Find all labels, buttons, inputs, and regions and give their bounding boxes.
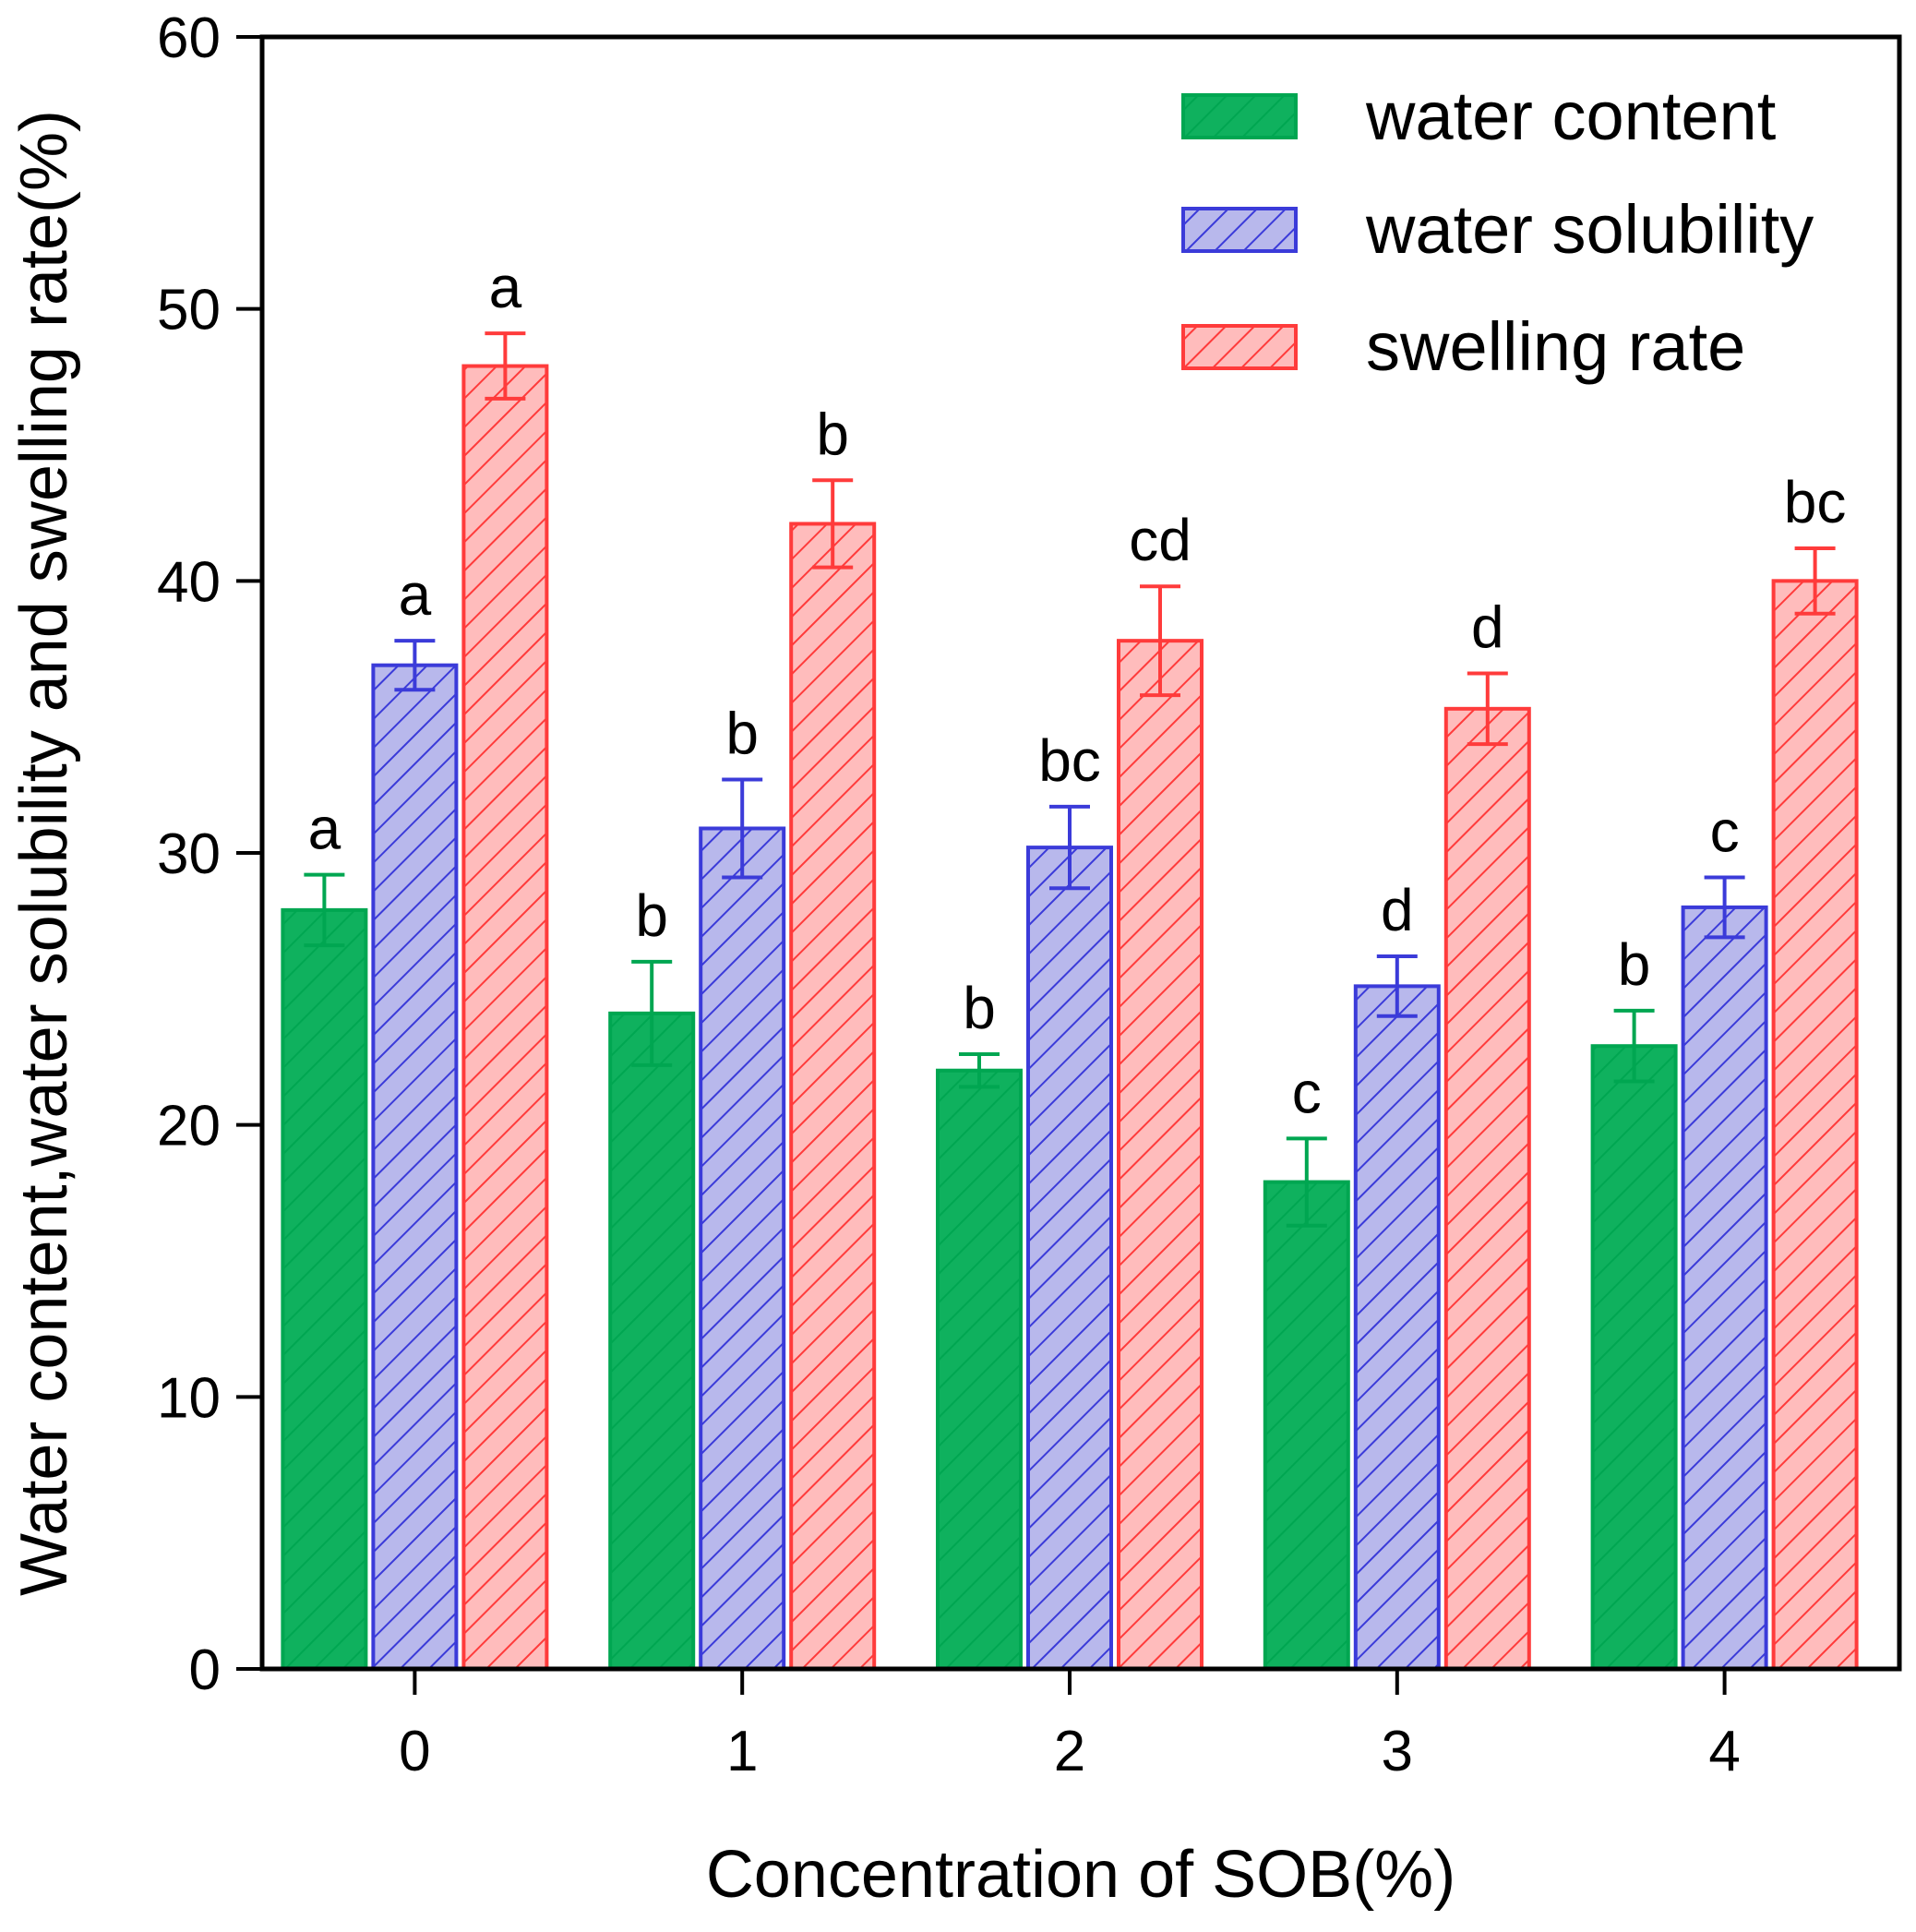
bar-swelling-rate-3: [1443, 706, 1531, 1671]
error-bar-water-solubility-1: [722, 777, 763, 880]
significance-label: a: [308, 796, 341, 862]
y-axis-title: Water content,water solubility and swell…: [7, 110, 81, 1596]
error-bar-swelling-rate-3: [1467, 671, 1508, 747]
y-tick-label: 10: [157, 1366, 221, 1430]
error-bar-water-solubility-4: [1704, 875, 1745, 940]
x-tick-label: 0: [399, 1720, 430, 1783]
legend-label: water solubility: [1365, 191, 1814, 268]
bar-water-content-3: [1263, 1180, 1350, 1671]
y-tick-label: 40: [157, 550, 221, 614]
significance-label: d: [1381, 877, 1414, 943]
error-bar-water-content-1: [631, 959, 673, 1067]
bar-water-content-2: [936, 1068, 1023, 1671]
bar-swelling-rate-1: [789, 522, 877, 1671]
error-bar-water-content-4: [1613, 1008, 1655, 1084]
error-bar-water-content-3: [1286, 1136, 1327, 1228]
error-bar-water-content-0: [304, 872, 345, 948]
significance-label: b: [1618, 931, 1651, 998]
legend-item-swelling-rate: swelling rate: [1181, 308, 1745, 385]
bar-water-solubility-3: [1353, 984, 1441, 1672]
bar-water-solubility-1: [699, 826, 786, 1671]
significance-label: b: [816, 401, 849, 467]
y-tick-label: 20: [157, 1095, 221, 1158]
significance-label: bc: [1038, 727, 1101, 794]
x-tick-label: 1: [726, 1720, 758, 1783]
significance-label: cd: [1129, 507, 1192, 573]
legend-swatch: [1181, 324, 1298, 370]
error-bar-swelling-rate-2: [1140, 584, 1180, 698]
significance-label: b: [963, 975, 996, 1041]
bar-swelling-rate-2: [1117, 639, 1203, 1671]
significance-label: b: [725, 700, 759, 766]
legend-item-water-content: water content: [1181, 78, 1777, 154]
significance-label: b: [635, 882, 668, 949]
significance-label: bc: [1784, 469, 1847, 535]
y-tick-label: 30: [157, 822, 221, 886]
bar-swelling-rate-4: [1771, 579, 1859, 1671]
legend-label: swelling rate: [1366, 308, 1745, 385]
bar-water-content-0: [281, 907, 368, 1671]
bar-water-solubility-2: [1026, 846, 1113, 1671]
significance-label: a: [489, 254, 522, 320]
x-tick-label: 4: [1708, 1720, 1740, 1783]
y-tick-label: 0: [189, 1638, 221, 1702]
y-tick-label: 60: [157, 6, 221, 70]
legend-item-water-solubility: water solubility: [1181, 191, 1814, 268]
legend-swatch: [1181, 207, 1298, 253]
error-bar-water-content-2: [959, 1052, 1000, 1089]
error-bar-swelling-rate-1: [812, 478, 854, 570]
error-bar-swelling-rate-4: [1794, 546, 1836, 616]
significance-label: d: [1471, 594, 1504, 661]
legend-label: water content: [1365, 78, 1777, 154]
error-bar-water-solubility-2: [1049, 804, 1090, 891]
significance-label: c: [1710, 798, 1740, 865]
error-bar-water-solubility-3: [1376, 954, 1418, 1018]
bar-swelling-rate-0: [461, 364, 549, 1672]
legend-swatch: [1181, 93, 1298, 139]
bar-water-content-4: [1590, 1044, 1678, 1672]
bar-water-solubility-4: [1681, 905, 1768, 1671]
significance-label: a: [399, 561, 432, 628]
x-tick-label: 2: [1054, 1720, 1085, 1783]
error-bar-water-solubility-0: [394, 639, 436, 692]
significance-label: c: [1292, 1059, 1322, 1125]
error-bar-swelling-rate-0: [485, 331, 526, 401]
bar-water-content-1: [608, 1011, 696, 1672]
y-tick-label: 50: [157, 279, 221, 342]
x-tick-label: 3: [1382, 1720, 1413, 1783]
x-axis-title: Concentration of SOB(%): [706, 1838, 1455, 1912]
bar-water-solubility-0: [371, 663, 459, 1671]
